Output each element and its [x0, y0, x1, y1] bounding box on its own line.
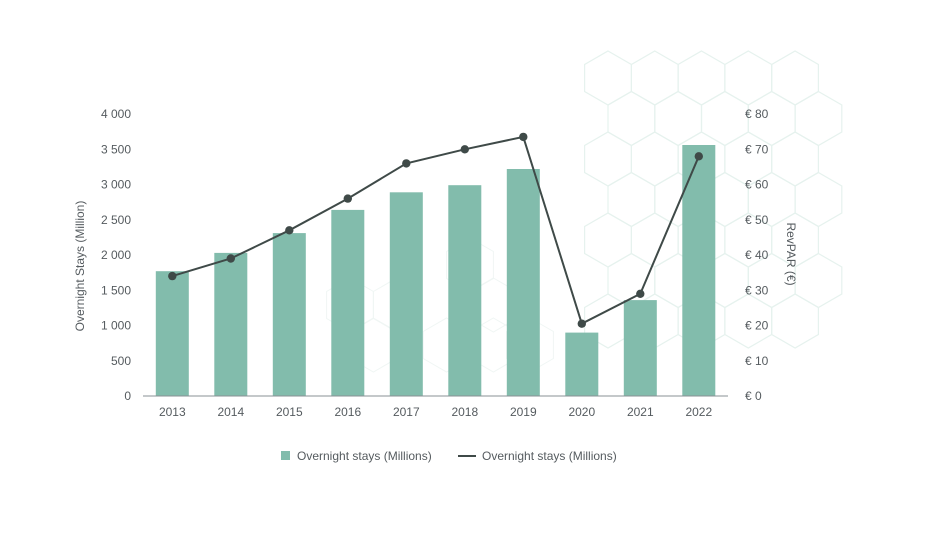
hexagon-shape — [583, 212, 633, 268]
bar — [331, 209, 365, 396]
y-tick-label: 1 500 — [101, 283, 131, 297]
bar — [623, 300, 657, 396]
y-tick-label: 0 — [124, 389, 131, 403]
y-tick-label: 4 000 — [101, 107, 131, 121]
y-tick-label: 500 — [111, 354, 131, 368]
hexagon-shape — [794, 90, 843, 147]
x-tick-label: 2019 — [510, 405, 537, 419]
line-point — [577, 319, 586, 328]
x-tick-label: 2020 — [568, 405, 595, 419]
x-tick-label: 2015 — [276, 405, 303, 419]
bar — [682, 145, 716, 396]
hexagon-shape — [583, 131, 633, 187]
y-tick-label: 2 000 — [101, 248, 131, 262]
x-tick-label: 2017 — [393, 405, 420, 419]
line-series — [168, 132, 703, 328]
line-point — [636, 289, 645, 298]
line-point — [460, 145, 469, 154]
hexagon-shape — [677, 50, 726, 106]
series-line — [172, 135, 700, 326]
line-point — [285, 226, 294, 235]
bar — [389, 192, 423, 396]
hexagon-shape — [771, 50, 820, 106]
y2-tick-label: € 80 — [745, 107, 769, 121]
y2-tick-label: € 40 — [745, 248, 769, 262]
y-tick-label: 1 000 — [101, 319, 131, 333]
line-point — [226, 254, 235, 263]
bar — [272, 233, 306, 396]
bar — [565, 332, 599, 396]
y2-tick-label: € 70 — [745, 142, 769, 156]
hexagon-shape — [630, 50, 679, 106]
hexagon-shape — [771, 131, 820, 187]
line-point — [343, 194, 352, 203]
legend-bar-swatch — [281, 451, 290, 460]
bar — [506, 169, 540, 396]
y2-tick-label: € 50 — [745, 213, 769, 227]
hexagon-shape — [583, 50, 633, 106]
x-tick-label: 2013 — [159, 405, 186, 419]
bar-series — [155, 145, 716, 396]
y-tick-label: 2 500 — [101, 213, 131, 227]
legend: Overnight stays (Millions) Overnight sta… — [281, 449, 617, 463]
line-point — [519, 132, 528, 142]
line-point — [402, 159, 411, 168]
hexagon-shape — [794, 171, 843, 228]
line-point — [168, 271, 177, 281]
left-axis-title: Overnight Stays (Million) — [73, 201, 87, 332]
y2-tick-label: € 0 — [745, 389, 762, 403]
hexagon-shape — [607, 171, 656, 228]
hexagon-shape — [607, 90, 656, 147]
bar — [155, 271, 189, 396]
y-tick-label: 3 000 — [101, 178, 131, 192]
x-tick-label: 2014 — [217, 405, 244, 419]
x-tick-label: 2021 — [627, 405, 654, 419]
hexagon-shape — [794, 252, 843, 309]
right-axis-title: RevPAR (€) — [784, 222, 798, 285]
y-tick-label: 3 500 — [101, 142, 131, 156]
y2-tick-label: € 30 — [745, 283, 769, 297]
y2-tick-label: € 20 — [745, 319, 769, 333]
hexagon-shape — [700, 90, 749, 147]
x-tick-label: 2018 — [451, 405, 478, 419]
bar — [448, 185, 482, 396]
x-tick-label: 2016 — [334, 405, 361, 419]
hexagon-shape — [654, 90, 703, 147]
hexagon-shape — [771, 293, 820, 349]
hexagon-shape — [630, 131, 679, 187]
bar — [214, 252, 248, 396]
line-point — [694, 152, 703, 161]
x-tick-label: 2022 — [685, 405, 712, 419]
axes: 2013 2014 2015 2016 2017 2018 2019 2020 2021 2022… — [101, 107, 769, 419]
legend-bar-label: Overnight stays (Millions) — [297, 449, 432, 463]
legend-line-label: Overnight stays (Millions) — [482, 449, 617, 463]
y2-tick-label: € 60 — [745, 178, 769, 192]
y2-tick-label: € 10 — [745, 354, 769, 368]
hexagon-shape — [724, 50, 773, 106]
